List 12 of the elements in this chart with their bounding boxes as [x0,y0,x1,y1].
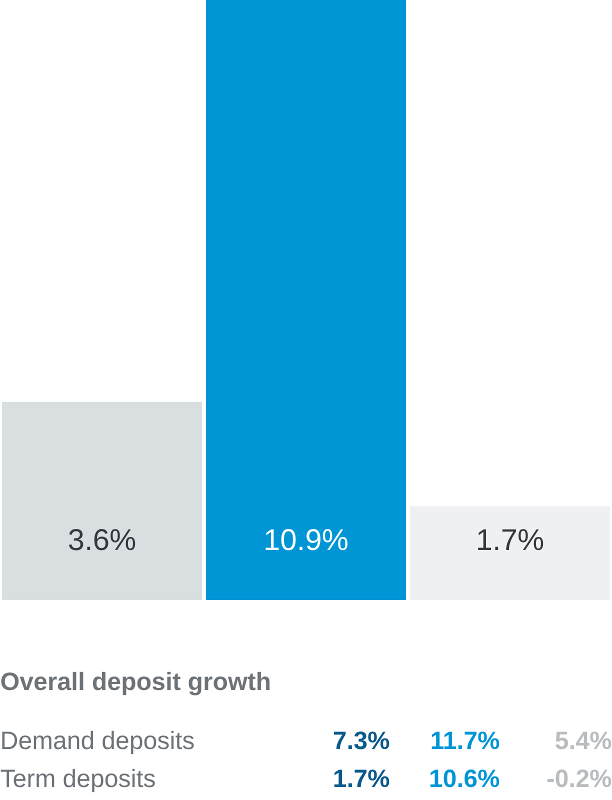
text: 7.3% [334,732,390,750]
text: Overall deposit growth [1,672,270,696]
text: 10.6% [430,770,500,788]
text: Demand deposits [2,730,194,754]
text: 11.7% [432,732,500,750]
text: 5.4% [556,732,612,750]
data-label: 3.6% [68,529,136,550]
data-label: 10.9% [266,529,348,550]
text: -0.2% [547,770,612,788]
text: Term deposits [0,768,155,792]
data-label: 1.7% [478,529,544,550]
text: 1.7% [334,770,390,788]
